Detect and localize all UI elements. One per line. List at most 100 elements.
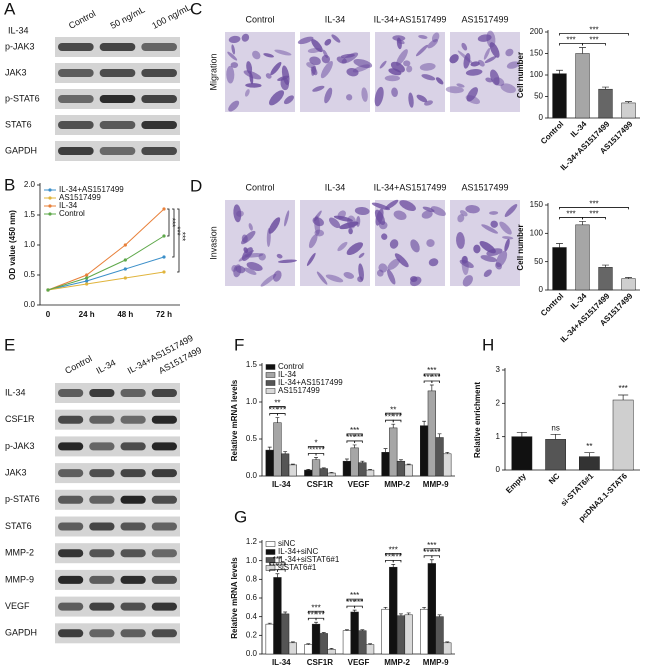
significance-label: * xyxy=(314,439,317,448)
micrograph xyxy=(300,32,370,112)
blot-band xyxy=(89,522,115,531)
cell xyxy=(387,258,400,271)
panel-label: B xyxy=(4,175,15,194)
y-tick-label: 1 xyxy=(496,432,501,441)
error-bar xyxy=(579,221,586,225)
significance-label: *** xyxy=(566,210,575,219)
blot-band xyxy=(120,389,146,397)
bar xyxy=(381,452,390,477)
y-tick-label: 0.0 xyxy=(24,300,36,309)
cell xyxy=(306,62,315,69)
bar xyxy=(579,456,600,471)
blot-band xyxy=(58,549,84,558)
cell xyxy=(465,205,480,214)
cell xyxy=(421,210,433,219)
cell xyxy=(449,54,459,64)
error-bar xyxy=(360,460,365,463)
blot-strip xyxy=(55,489,180,510)
error-bar xyxy=(290,463,295,465)
significance-label: ** xyxy=(274,399,280,408)
x-tick-label: IL-34 xyxy=(272,480,291,489)
significance-label: ns xyxy=(551,423,559,432)
significance-bracket xyxy=(172,208,175,258)
cell xyxy=(387,269,396,285)
x-tick-label: VEGF xyxy=(348,658,370,667)
y-tick-label: 0.2 xyxy=(246,630,258,639)
lane-label: 50 ng/mL xyxy=(109,4,147,30)
cell xyxy=(281,65,290,86)
blot-strip xyxy=(55,516,180,537)
y-tick-label: 50 xyxy=(534,92,543,101)
blot-band xyxy=(120,415,146,424)
bar xyxy=(545,439,566,471)
bar xyxy=(552,73,567,119)
cell xyxy=(410,276,418,283)
blot-band xyxy=(89,442,115,451)
legend-label: IL-34 xyxy=(278,370,297,379)
cell xyxy=(461,42,468,51)
legend-label: IL-34+AS1517499 xyxy=(278,378,343,387)
significance-label: *** xyxy=(385,412,394,421)
legend-marker xyxy=(48,204,52,208)
x-tick-label: MMP-9 xyxy=(423,480,449,489)
blot-band xyxy=(58,147,94,155)
cell xyxy=(311,39,323,53)
cell xyxy=(500,83,516,94)
cell xyxy=(276,253,283,259)
error-bar xyxy=(618,394,629,400)
bar xyxy=(598,267,613,291)
cell xyxy=(374,86,384,107)
point xyxy=(162,207,166,211)
cell xyxy=(456,83,465,88)
significance-label: *** xyxy=(350,591,359,600)
error-bar xyxy=(516,431,527,437)
legend-marker xyxy=(48,212,52,216)
y-axis-label: Cell number xyxy=(516,52,525,98)
cell xyxy=(378,221,388,230)
x-tick-label: 0 xyxy=(46,310,51,319)
blot-band xyxy=(99,147,136,155)
bar xyxy=(311,623,321,655)
cell xyxy=(504,204,518,217)
blot-band xyxy=(58,43,94,51)
significance-bracket xyxy=(315,617,325,621)
micrograph xyxy=(450,32,520,112)
significance-bracket xyxy=(307,610,325,614)
blot-band xyxy=(151,549,177,558)
blot-strip xyxy=(55,623,180,644)
error-bar xyxy=(290,641,295,643)
cell xyxy=(389,239,399,249)
error-bar xyxy=(391,423,396,428)
legend-label: siSTAT6#1 xyxy=(278,563,317,572)
x-tick-label: MMP-2 xyxy=(384,480,410,489)
point xyxy=(85,273,89,277)
column-label: IL-34 xyxy=(325,182,346,192)
significance-bracket xyxy=(385,553,402,556)
blot-band xyxy=(89,575,115,584)
bar xyxy=(396,460,406,477)
blot-strip xyxy=(55,596,180,617)
significance-label: ** xyxy=(309,446,315,455)
significance-label: *** xyxy=(392,553,401,562)
significance-label: *** xyxy=(167,218,176,227)
blot-band xyxy=(120,442,146,451)
cell xyxy=(324,38,332,46)
significance-bracket xyxy=(354,440,363,443)
cell xyxy=(228,100,240,112)
error-bar xyxy=(267,622,272,625)
cell xyxy=(236,210,244,217)
cell xyxy=(456,232,465,249)
blot-band xyxy=(120,602,146,611)
error-bar xyxy=(391,564,396,568)
cell xyxy=(435,77,444,85)
cell xyxy=(505,48,514,57)
x-tick-label: CSF1R xyxy=(307,658,333,667)
cell xyxy=(421,74,436,81)
blot-band xyxy=(58,575,84,584)
blot-band xyxy=(58,495,84,504)
significance-bracket xyxy=(346,598,363,602)
cell xyxy=(331,34,341,43)
y-tick-label: 3 xyxy=(496,365,501,374)
row-label: GAPDH xyxy=(5,145,37,155)
x-tick-label: IL-34 xyxy=(272,658,291,667)
